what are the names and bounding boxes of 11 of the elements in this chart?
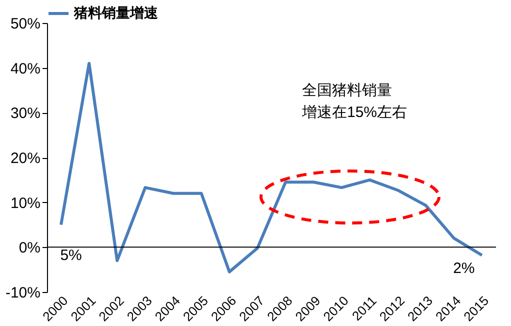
y-tick-label: 40% <box>10 60 40 78</box>
y-tick-label: 10% <box>10 194 40 212</box>
data-label: 5% <box>60 246 82 264</box>
y-tick-label: -10% <box>5 284 40 302</box>
y-tick-label: 50% <box>10 16 40 32</box>
y-tick-label: 20% <box>10 150 40 167</box>
annotation: 全国猪料销量增速在15%左右 <box>301 82 408 121</box>
y-tick-label: 0% <box>18 240 40 257</box>
legend-label: 猪料销量增速 <box>73 4 159 20</box>
data-label: 2% <box>453 260 475 278</box>
y-tick-label: 30% <box>10 105 40 122</box>
